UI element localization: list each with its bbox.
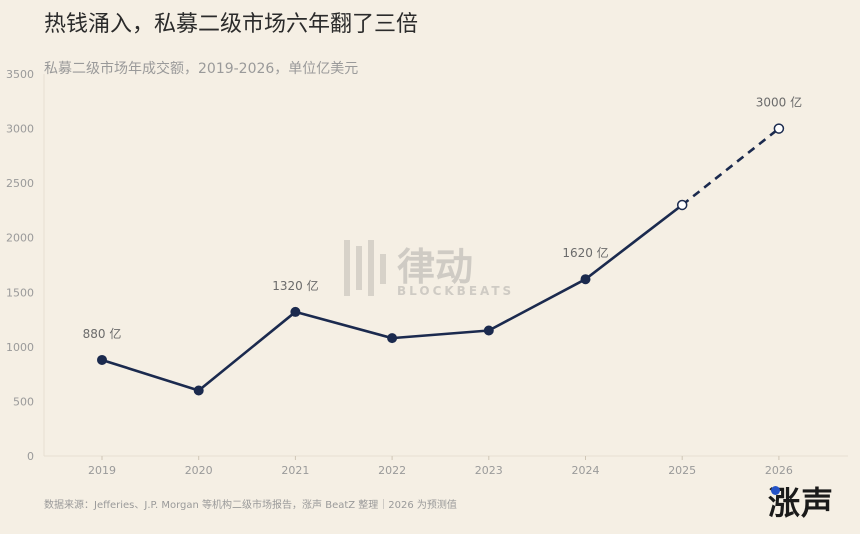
x-tick-label: 2026 — [765, 464, 793, 477]
watermark-logo-icon — [344, 240, 386, 296]
data-point — [580, 274, 591, 285]
brand-dot-icon — [771, 486, 780, 495]
x-tick-label: 2021 — [281, 464, 309, 477]
data-point — [387, 333, 398, 344]
y-tick-label: 1500 — [6, 286, 34, 299]
x-tick-label: 2023 — [475, 464, 503, 477]
y-tick-label: 2000 — [6, 232, 34, 245]
watermark-subtext: BLOCKBEATS — [397, 284, 515, 298]
source-note: 数据来源：Jefferies、J.P. Morgan 等机构二级市场报告，涨声 … — [44, 500, 457, 511]
x-tick-label: 2020 — [185, 464, 213, 477]
data-point — [97, 354, 107, 365]
x-tick-label: 2024 — [572, 464, 600, 477]
x-tick-label: 2025 — [668, 464, 696, 477]
y-tick-label: 0 — [27, 450, 34, 463]
data-point — [483, 325, 494, 336]
series-line-actual — [101, 203, 683, 392]
data-label: 880 亿 — [83, 326, 122, 341]
x-tick-label: 2022 — [378, 464, 406, 477]
data-label: 1320 亿 — [272, 278, 318, 293]
data-point — [193, 385, 204, 396]
data-label: 1620 亿 — [562, 245, 608, 260]
data-point — [290, 306, 301, 317]
y-tick-label: 1000 — [6, 341, 34, 354]
y-tick-label: 3000 — [6, 123, 34, 136]
data-point-projected — [773, 123, 785, 134]
data-point-projected — [676, 199, 688, 211]
brand-logo: 涨声 — [768, 484, 835, 522]
y-tick-label: 2500 — [6, 177, 34, 190]
y-tick-label: 3500 — [6, 68, 34, 81]
chart-subtitle: 私募二级市场年成交额，2019-2026，单位亿美元 — [44, 61, 359, 77]
data-label: 3000 亿 — [756, 95, 802, 110]
chart-title: 热钱涌入，私募二级市场六年翻了三倍 — [44, 12, 419, 37]
series-line-projected — [681, 127, 780, 206]
y-tick-label: 500 — [13, 395, 34, 408]
x-tick-label: 2019 — [88, 464, 116, 477]
watermark-text: 律动 — [397, 245, 474, 289]
